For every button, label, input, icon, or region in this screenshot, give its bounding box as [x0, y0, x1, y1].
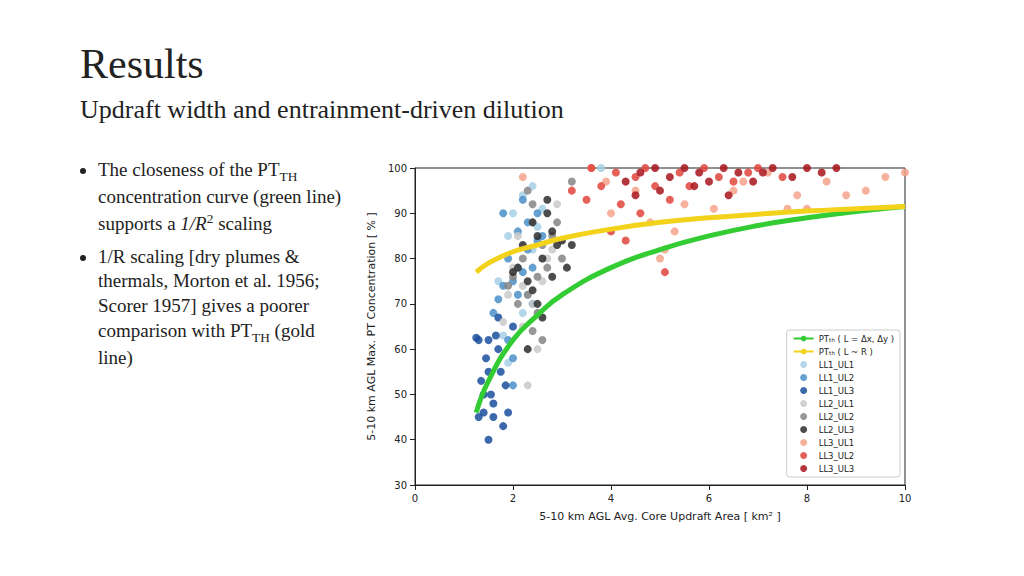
svg-text:LL2_UL1: LL2_UL1 [819, 399, 855, 409]
html-text:Updraft width and entrainment-: Updraft width and entrainment-driven dil… [80, 95, 564, 124]
svg-text:80: 80 [394, 253, 407, 264]
html-text:1/R scaling [dry plumes & ther: 1/R scaling [dry plumes & thermals, Mort… [98, 245, 320, 368]
svg-text:2: 2 [510, 493, 516, 504]
svg-text:5-10 km AGL Max. PT Concentrat: 5-10 km AGL Max. PT Concentration [ % ] [365, 212, 378, 440]
svg-text:4: 4 [608, 493, 614, 504]
svg-text:30: 30 [394, 480, 407, 491]
html-text:The closeness of the PTTH: The closeness of the PTTH [98, 159, 298, 184]
svg-text:PTₜₕ ( L = Δx, Δy ): PTₜₕ ( L = Δx, Δy ) [819, 334, 894, 344]
svg-text:LL1_UL2: LL1_UL2 [819, 373, 855, 383]
html-text:concentration curve (green lin: concentration curve (green line) support… [98, 186, 342, 235]
svg-text:LL1_UL1: LL1_UL1 [819, 360, 855, 370]
svg-text:10: 10 [899, 493, 912, 504]
svg-text:100: 100 [388, 163, 407, 174]
svg-text:40: 40 [394, 434, 407, 445]
svg-text:70: 70 [394, 298, 407, 309]
svg-text:6: 6 [706, 493, 712, 504]
svg-text:LL3_UL2: LL3_UL2 [819, 451, 855, 461]
svg-text:LL2_UL2: LL2_UL2 [819, 412, 855, 422]
svg-text:50: 50 [394, 389, 407, 400]
html-text:Results: Results [80, 41, 204, 87]
svg-text:60: 60 [394, 344, 407, 355]
svg-text:PTₜₕ ( L ~ R ): PTₜₕ ( L ~ R ) [819, 347, 873, 357]
svg-text:LL3_UL1: LL3_UL1 [819, 438, 855, 448]
svg-text:LL3_UL3: LL3_UL3 [819, 464, 855, 474]
svg-text:5-10 km AGL Avg. Core Updraft: 5-10 km AGL Avg. Core Updraft Area [ km²… [539, 510, 781, 523]
svg-text:90: 90 [394, 208, 407, 219]
svg-text:0: 0 [412, 493, 418, 504]
svg-text:LL2_UL3: LL2_UL3 [819, 425, 855, 435]
svg-text:LL1_UL3: LL1_UL3 [819, 386, 855, 396]
svg-text:8: 8 [804, 493, 810, 504]
